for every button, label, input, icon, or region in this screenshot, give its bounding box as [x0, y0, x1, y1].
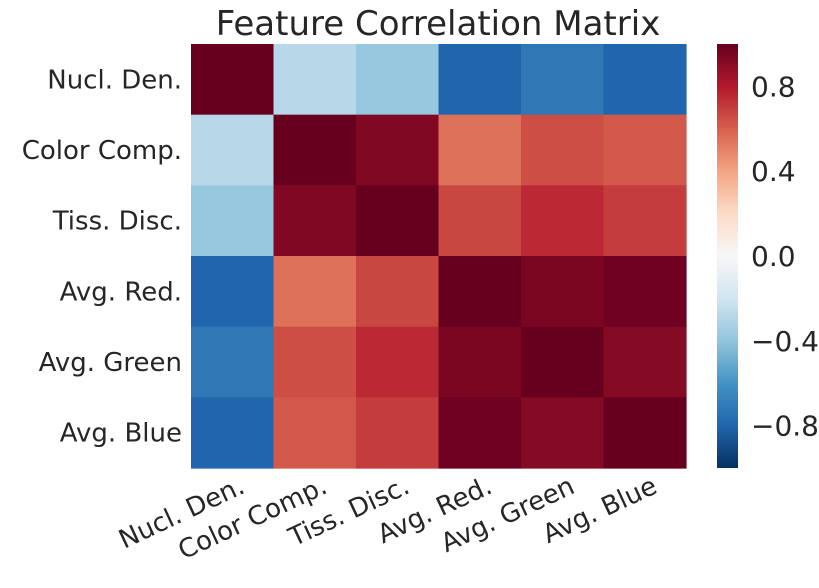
- heatmap-cell: [521, 397, 605, 469]
- heatmap-cell: [356, 185, 440, 257]
- row-label: Avg. Blue: [60, 419, 182, 449]
- heatmap-cell: [273, 326, 357, 398]
- row-label: Avg. Red.: [60, 277, 182, 307]
- heatmap-cell: [521, 185, 605, 257]
- heatmap-cell: [191, 185, 275, 257]
- row-labels: Nucl. Den. Color Comp. Tiss. Disc. Avg. Red…: [22, 65, 182, 448]
- row-label: Tiss. Disc.: [52, 207, 182, 237]
- heatmap-cell: [191, 397, 275, 469]
- colorbar-tick-label: −0.4: [751, 325, 819, 358]
- heatmap-cell: [356, 326, 440, 398]
- colorbar-tick-label: 0.8: [751, 70, 796, 103]
- heatmap-cell: [356, 114, 440, 186]
- heatmap-cell: [273, 44, 357, 116]
- heatmap-cell: [603, 114, 687, 186]
- colorbar: [717, 44, 738, 468]
- heatmap-cell: [603, 326, 687, 398]
- heatmap-cell: [521, 256, 605, 328]
- heatmap-cells: [191, 44, 687, 469]
- heatmap-cell: [603, 397, 687, 469]
- colorbar-tick-label: 0.4: [751, 155, 796, 188]
- heatmap-cell: [521, 44, 605, 116]
- column-labels: Nucl. Den.Color Comp.Tiss. Disc.Avg. Red…: [114, 471, 661, 566]
- heatmap-cell: [356, 256, 440, 328]
- row-label: Color Comp.: [22, 136, 182, 166]
- colorbar-tick-label: −0.8: [751, 410, 819, 443]
- heatmap-cell: [273, 185, 357, 257]
- heatmap-cell: [603, 185, 687, 257]
- heatmap-cell: [356, 397, 440, 469]
- heatmap-cell: [191, 114, 275, 186]
- colorbar-ticks: 0.8 0.4 0.0 −0.4 −0.8: [751, 70, 819, 442]
- chart-title: Feature Correlation Matrix: [216, 4, 661, 44]
- colorbar-tick-label: 0.0: [751, 240, 796, 273]
- heatmap-cell: [438, 44, 522, 116]
- heatmap-cell: [356, 44, 440, 116]
- heatmap-cell: [191, 44, 275, 116]
- row-label: Avg. Green: [39, 348, 182, 378]
- heatmap-cell: [521, 114, 605, 186]
- heatmap-cell: [273, 114, 357, 186]
- heatmap-cell: [521, 326, 605, 398]
- heatmap-cell: [438, 326, 522, 398]
- heatmap-cell: [438, 185, 522, 257]
- heatmap-cell: [438, 256, 522, 328]
- heatmap-cell: [191, 326, 275, 398]
- heatmap-cell: [191, 256, 275, 328]
- heatmap-cell: [273, 256, 357, 328]
- heatmap-cell: [603, 44, 687, 116]
- heatmap-cell: [438, 397, 522, 469]
- heatmap-cell: [273, 397, 357, 469]
- row-label: Nucl. Den.: [47, 65, 182, 95]
- heatmap-cell: [603, 256, 687, 328]
- heatmap-cell: [438, 114, 522, 186]
